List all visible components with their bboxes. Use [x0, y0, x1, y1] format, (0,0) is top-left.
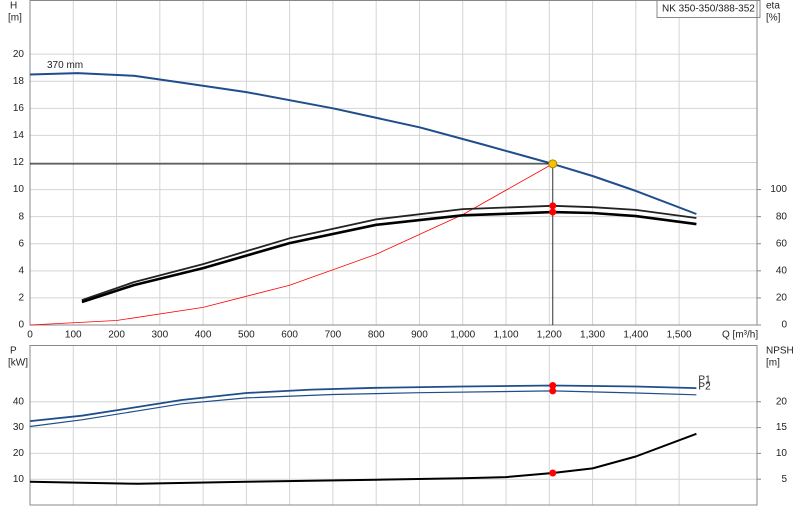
- y2-axis-label: NPSH: [766, 346, 794, 357]
- y-tick-label: 30: [13, 422, 25, 433]
- x-tick-label: 900: [411, 330, 428, 341]
- x-tick-label: 600: [281, 330, 298, 341]
- y2-axis-unit: [%]: [766, 13, 781, 24]
- y-tick-label: 20: [13, 448, 25, 459]
- x-tick-label: 500: [238, 330, 255, 341]
- curve: [81, 210, 697, 304]
- y-tick-label: 8: [18, 211, 24, 222]
- curve: [29, 432, 697, 485]
- y-tick-label: 18: [13, 76, 25, 87]
- y-axis-unit: [m]: [8, 13, 22, 24]
- operating-marker: [549, 208, 557, 216]
- x-tick-label: 300: [151, 330, 168, 341]
- curve: [29, 72, 697, 215]
- curve: [29, 390, 697, 428]
- x-tick-label: 100: [65, 330, 82, 341]
- y-tick-label: 12: [13, 157, 25, 168]
- y2-tick-label: 20: [776, 293, 788, 304]
- y-tick-label: 40: [13, 396, 25, 407]
- y-axis-label: P: [10, 346, 17, 357]
- y-tick-label: 10: [13, 474, 25, 485]
- curve: [29, 384, 697, 422]
- y-tick-label: 4: [18, 265, 24, 276]
- y2-axis-unit: [m]: [766, 358, 780, 369]
- x-tick-label: 1,200: [537, 330, 562, 341]
- plot-frame: [29, 345, 758, 506]
- x-tick-label: 400: [195, 330, 212, 341]
- y-tick-label: 0: [18, 320, 24, 331]
- y-tick-label: 16: [13, 103, 25, 114]
- operating-marker: [549, 202, 557, 210]
- y2-tick-label: 20: [776, 396, 788, 407]
- y-tick-label: 6: [18, 238, 24, 249]
- x-tick-label: 1,400: [623, 330, 648, 341]
- x-tick-label: 0: [27, 330, 33, 341]
- y2-tick-label: 0: [781, 320, 787, 331]
- x-tick-label: 1,100: [493, 330, 518, 341]
- curve-label: P1: [698, 375, 711, 386]
- x-tick-label: 1,300: [580, 330, 605, 341]
- x-tick-label: 800: [368, 330, 385, 341]
- y2-axis-label: eta: [766, 1, 780, 12]
- y-tick-label: 20: [13, 49, 25, 60]
- y-axis-label: H: [10, 1, 17, 12]
- y2-tick-label: 5: [781, 474, 787, 485]
- x-tick-label: 1,500: [667, 330, 692, 341]
- y2-tick-label: 60: [776, 238, 788, 249]
- duty-point: [548, 159, 558, 169]
- x-tick-label: 1,000: [450, 330, 475, 341]
- y2-tick-label: 10: [776, 448, 788, 459]
- y2-tick-label: 40: [776, 265, 788, 276]
- y-tick-label: 10: [13, 184, 25, 195]
- chart-title: NK 350-350/388-352: [662, 4, 755, 15]
- plot-frame: [29, 0, 758, 326]
- operating-marker: [549, 469, 557, 477]
- curve-label: P2: [698, 381, 711, 392]
- x-axis-label: Q [m³/h]: [722, 330, 758, 341]
- x-tick-label: 700: [325, 330, 342, 341]
- operating-marker: [549, 382, 557, 390]
- y2-tick-label: 15: [776, 422, 788, 433]
- operating-marker: [549, 387, 557, 395]
- y-tick-label: 2: [18, 293, 24, 304]
- y-axis-unit: [kW]: [8, 358, 28, 369]
- curve-label: 370 mm: [47, 60, 83, 71]
- y2-tick-label: 100: [770, 184, 787, 195]
- y-tick-label: 14: [13, 130, 25, 141]
- y2-tick-label: 80: [776, 211, 788, 222]
- curve: [81, 204, 697, 301]
- curve: [29, 163, 553, 326]
- x-tick-label: 200: [108, 330, 125, 341]
